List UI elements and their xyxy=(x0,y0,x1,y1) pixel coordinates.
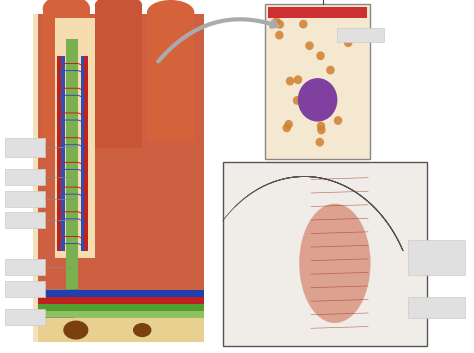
Ellipse shape xyxy=(147,0,194,25)
Ellipse shape xyxy=(326,66,335,74)
FancyBboxPatch shape xyxy=(337,28,384,42)
Ellipse shape xyxy=(344,38,353,47)
FancyBboxPatch shape xyxy=(268,7,367,18)
Ellipse shape xyxy=(299,20,308,29)
Ellipse shape xyxy=(275,31,283,40)
FancyBboxPatch shape xyxy=(38,290,204,297)
FancyBboxPatch shape xyxy=(38,304,204,311)
FancyBboxPatch shape xyxy=(38,297,204,304)
FancyBboxPatch shape xyxy=(5,212,45,228)
FancyBboxPatch shape xyxy=(84,56,88,251)
Ellipse shape xyxy=(317,121,325,130)
FancyBboxPatch shape xyxy=(408,297,465,318)
Ellipse shape xyxy=(95,0,142,16)
Ellipse shape xyxy=(286,77,294,85)
FancyBboxPatch shape xyxy=(5,191,45,207)
FancyBboxPatch shape xyxy=(81,56,85,251)
FancyBboxPatch shape xyxy=(5,259,45,275)
Ellipse shape xyxy=(317,126,326,134)
Ellipse shape xyxy=(293,96,301,105)
Circle shape xyxy=(64,321,88,339)
Ellipse shape xyxy=(316,138,324,146)
FancyBboxPatch shape xyxy=(38,318,204,342)
Ellipse shape xyxy=(275,20,284,29)
FancyBboxPatch shape xyxy=(38,14,204,342)
Ellipse shape xyxy=(272,17,281,26)
Polygon shape xyxy=(95,4,142,148)
Polygon shape xyxy=(43,7,90,141)
FancyBboxPatch shape xyxy=(38,311,204,318)
Ellipse shape xyxy=(283,124,291,132)
Ellipse shape xyxy=(316,52,325,60)
Ellipse shape xyxy=(294,75,302,84)
FancyBboxPatch shape xyxy=(60,56,65,251)
Ellipse shape xyxy=(284,120,293,129)
FancyBboxPatch shape xyxy=(5,309,45,325)
FancyBboxPatch shape xyxy=(66,244,78,293)
FancyBboxPatch shape xyxy=(5,169,45,185)
Ellipse shape xyxy=(298,78,337,121)
FancyBboxPatch shape xyxy=(5,138,45,157)
Ellipse shape xyxy=(334,116,342,125)
Ellipse shape xyxy=(43,0,90,23)
FancyBboxPatch shape xyxy=(66,39,78,251)
Ellipse shape xyxy=(299,204,371,323)
Polygon shape xyxy=(147,11,194,141)
Ellipse shape xyxy=(303,106,312,115)
Circle shape xyxy=(134,324,151,336)
FancyBboxPatch shape xyxy=(265,4,370,159)
FancyBboxPatch shape xyxy=(408,240,465,275)
FancyBboxPatch shape xyxy=(57,56,61,251)
FancyBboxPatch shape xyxy=(55,18,95,258)
FancyBboxPatch shape xyxy=(223,162,427,346)
FancyBboxPatch shape xyxy=(5,281,45,297)
FancyBboxPatch shape xyxy=(33,14,204,342)
Ellipse shape xyxy=(305,41,314,50)
FancyBboxPatch shape xyxy=(66,289,78,318)
